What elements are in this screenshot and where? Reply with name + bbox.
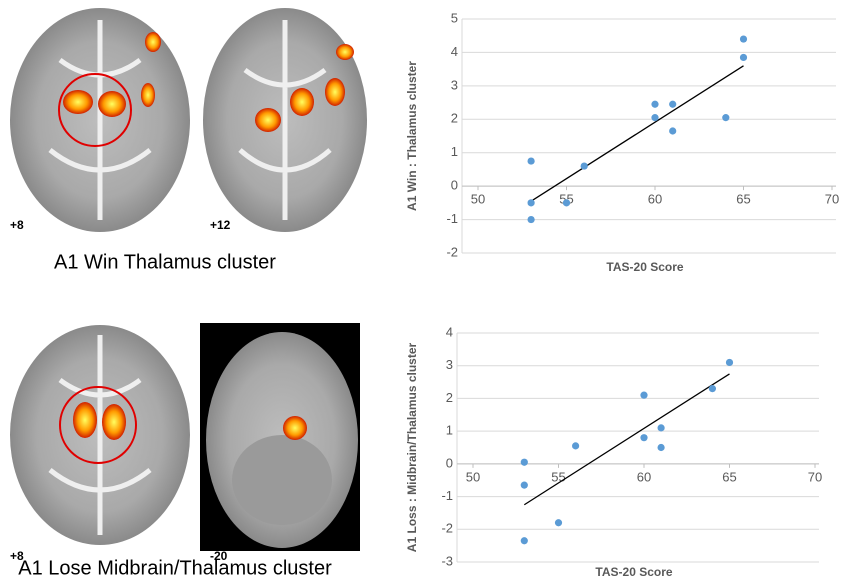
y-tick-label: 2	[446, 390, 453, 405]
point	[528, 216, 535, 223]
y-tick-label: -1	[441, 488, 453, 503]
point	[555, 519, 562, 526]
x-tick-label: 60	[637, 469, 651, 484]
y-tick-label: 1	[451, 144, 458, 159]
caption: A1 Win Thalamus cluster	[54, 251, 276, 273]
point	[528, 199, 535, 206]
y-tick-label: 4	[446, 324, 453, 339]
point	[726, 359, 733, 366]
point	[528, 157, 535, 164]
x-axis-title: TAS-20 Score	[606, 260, 683, 274]
y-axis-title: A1 Loss : Midbrain/Thalamus cluster	[405, 342, 419, 552]
y-tick-label: 1	[446, 423, 453, 438]
x-tick-label: 60	[648, 192, 662, 207]
x-axis-title: TAS-20 Score	[595, 565, 672, 579]
y-axis-title: A1 Win : Thalamus cluster	[405, 61, 419, 211]
brain-images	[10, 8, 367, 551]
x-tick-label: 65	[736, 192, 750, 207]
y-tick-label: -1	[446, 211, 458, 226]
slice-label: +8	[10, 218, 24, 232]
y-tick-label: -2	[446, 244, 458, 259]
point	[651, 101, 658, 108]
x-tick-label: 55	[551, 469, 565, 484]
y-tick-label: 2	[451, 111, 458, 126]
point	[521, 537, 528, 544]
y-tick-label: 0	[451, 178, 458, 193]
point	[521, 482, 528, 489]
x-tick-label: 70	[808, 469, 822, 484]
point	[722, 114, 729, 121]
slice-label: +12	[210, 218, 231, 232]
point	[651, 114, 658, 121]
y-tick-label: -2	[441, 521, 453, 536]
x-tick-label: 50	[471, 192, 485, 207]
x-tick-label: 70	[825, 192, 839, 207]
point	[563, 199, 570, 206]
y-tick-label: -3	[441, 553, 453, 568]
y-tick-label: 0	[446, 455, 453, 470]
point	[669, 101, 676, 108]
point	[581, 162, 588, 169]
figure: +8 +12 A1 Win Thalamus cluster +8 -20 A1…	[0, 0, 859, 581]
point	[572, 442, 579, 449]
y-tick-label: 4	[451, 44, 458, 59]
caption: A1 Lose Midbrain/Thalamus cluster	[18, 557, 332, 579]
x-tick-label: 50	[466, 469, 480, 484]
point	[521, 459, 528, 466]
y-tick-label: 3	[451, 77, 458, 92]
y-tick-label: 3	[446, 357, 453, 372]
point	[640, 392, 647, 399]
trendline	[524, 374, 729, 505]
point	[740, 54, 747, 61]
x-tick-label: 65	[722, 469, 736, 484]
point	[658, 424, 665, 431]
point	[640, 434, 647, 441]
point	[740, 35, 747, 42]
point	[658, 444, 665, 451]
point	[669, 127, 676, 134]
y-tick-label: 5	[451, 10, 458, 25]
point	[709, 385, 716, 392]
